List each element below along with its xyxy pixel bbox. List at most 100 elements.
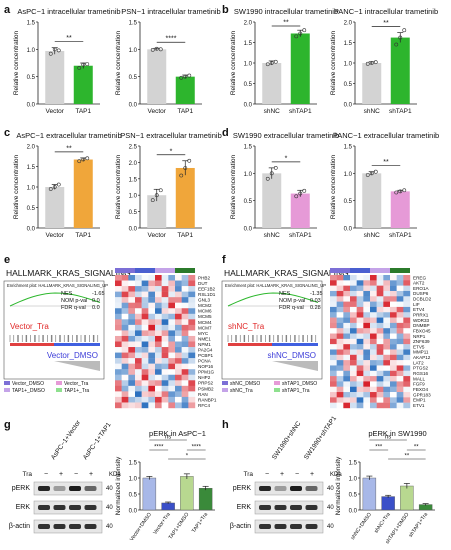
data-point — [269, 61, 274, 65]
heatmap-cell — [403, 296, 411, 302]
protein-band — [259, 505, 271, 510]
heatmap-cell — [148, 380, 156, 387]
heatmap-cell — [376, 333, 384, 340]
heatmap-cell — [175, 369, 182, 375]
heatmap-cell — [350, 381, 357, 387]
heatmap-cell — [343, 322, 351, 329]
gsea-title: HALLMARK_KRAS_SIGNALING — [224, 268, 349, 278]
x-tick-label: shTAP1 — [389, 108, 412, 115]
heatmap-cell — [336, 317, 344, 324]
heatmap-cell — [168, 358, 176, 364]
heatmap-cell — [168, 363, 176, 370]
x-tick-label: TAP1 — [75, 108, 91, 115]
heatmap-cell — [115, 297, 122, 303]
heatmap-cell — [115, 369, 122, 375]
heatmap-cell — [161, 347, 169, 353]
heatmap-cell — [115, 402, 122, 409]
heatmap-cell — [370, 333, 377, 340]
bar — [262, 173, 282, 228]
heatmap-cell — [363, 365, 371, 371]
heatmap-cell — [376, 301, 384, 308]
heatmap-cell — [370, 397, 377, 403]
heatmap-cell — [370, 376, 377, 382]
y-axis-label: Relative concentration — [330, 154, 337, 219]
heatmap-cell — [396, 317, 404, 324]
heatmap-cell — [376, 386, 384, 393]
heatmap-cell — [383, 338, 391, 345]
heatmap-cell — [390, 301, 397, 308]
y-axis-label: Relative concentration — [115, 30, 122, 95]
heatmap-cell — [376, 402, 384, 409]
heatmap-cell — [383, 296, 391, 302]
heatmap-cell — [343, 381, 351, 387]
heatmap-cell — [175, 385, 182, 392]
data-point — [265, 176, 270, 181]
bar — [362, 173, 382, 228]
heatmap-cell — [343, 301, 351, 308]
heatmap-cell — [161, 313, 169, 320]
heatmap-cell — [363, 370, 371, 377]
heatmap-cell — [155, 330, 162, 337]
heatmap-cell — [356, 280, 364, 286]
y-tick-label: 0.5 — [244, 82, 253, 88]
heatmap-cell — [148, 319, 156, 326]
heatmap-cell — [403, 381, 411, 387]
heatmap-cell — [396, 365, 404, 371]
heatmap-cell — [383, 280, 391, 286]
heatmap-cell — [403, 285, 411, 292]
heatmap-cell — [330, 365, 337, 371]
gene-label: ZNF639 — [413, 339, 430, 344]
heatmap-cell — [336, 392, 344, 398]
heatmap-cell — [168, 402, 176, 409]
heatmap-cell — [376, 338, 384, 345]
heatmap-cell — [115, 352, 122, 359]
heatmap-cell — [343, 386, 351, 393]
heatmap-cell — [350, 354, 357, 361]
heatmap-cell — [175, 313, 182, 320]
gene-label: PRRX1 — [413, 312, 429, 317]
y-tick-label: 0.5 — [129, 210, 138, 216]
heatmap-cell — [403, 349, 411, 355]
heatmap-cell — [175, 380, 182, 387]
chart-title: SW1990 extracellular trametinib — [233, 131, 339, 140]
heatmap-cell — [148, 280, 156, 287]
heatmap-cell — [128, 374, 136, 381]
heatmap-cell — [141, 297, 149, 303]
heatmap-cell — [148, 396, 156, 403]
heatmap-cell — [161, 385, 169, 392]
heatmap-cell — [161, 369, 169, 375]
gsea-stat-label: FDR q-val — [61, 305, 86, 311]
heatmap-cell — [330, 296, 337, 302]
heatmap-cell — [390, 365, 397, 371]
data-point — [302, 28, 307, 33]
heatmap-cell — [188, 363, 196, 370]
heatmap-cell — [403, 386, 411, 393]
heatmap-cell — [135, 374, 142, 381]
gene-label: DUSP6 — [413, 291, 429, 296]
heatmap-cell — [161, 380, 169, 387]
bar — [400, 485, 414, 511]
heatmap-cell — [350, 301, 357, 308]
heatmap-cell — [121, 302, 129, 309]
y-tick-label: 0.5 — [27, 75, 36, 81]
significance-label: ** — [66, 35, 72, 42]
heatmap-cell — [330, 402, 337, 409]
data-point — [294, 34, 299, 39]
bar — [362, 477, 377, 511]
heatmap-cell — [175, 396, 182, 403]
heatmap-cell — [350, 306, 357, 313]
heatmap-cell — [188, 308, 196, 314]
chart-title: PSN−1 intracellular trametinib — [121, 7, 220, 16]
heatmap-cell — [115, 313, 122, 320]
x-tick-label: shNC+Tra — [373, 512, 392, 535]
heatmap-cell — [135, 308, 142, 314]
data-point — [179, 173, 184, 178]
heatmap-cell — [390, 306, 397, 313]
heatmap-cell — [155, 313, 162, 320]
heatmap-cell — [128, 369, 136, 375]
heatmap-cell — [350, 280, 357, 286]
heatmap-cell — [115, 319, 122, 326]
heatmap-cell — [115, 374, 122, 381]
y-tick-label: 0.5 — [344, 82, 353, 88]
